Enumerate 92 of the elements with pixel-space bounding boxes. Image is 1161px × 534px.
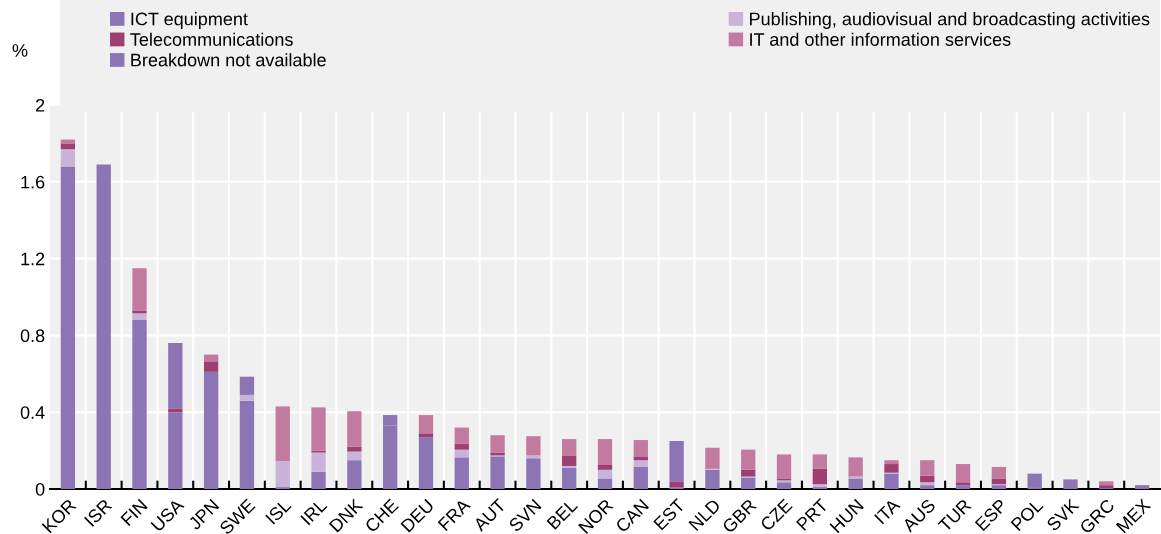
bar xyxy=(275,406,290,462)
bar xyxy=(920,460,935,476)
bar xyxy=(597,469,613,479)
legend-label: Publishing, audiovisual and broadcasting activities xyxy=(750,12,1150,29)
x-tick-label: IRL xyxy=(300,498,328,526)
bar xyxy=(741,477,756,489)
bar xyxy=(203,361,219,372)
legend-label: Telecommunications xyxy=(130,32,293,46)
bar xyxy=(884,473,899,489)
bar xyxy=(705,469,720,489)
bar xyxy=(60,143,76,150)
bar xyxy=(347,446,362,452)
bar xyxy=(132,313,147,321)
bar xyxy=(454,457,469,489)
bar xyxy=(848,478,863,489)
bar xyxy=(1063,479,1078,489)
y-tick-label: 0 xyxy=(35,482,45,496)
bar xyxy=(633,460,648,467)
bar xyxy=(848,457,863,477)
bar xyxy=(776,482,792,489)
bar xyxy=(275,461,290,488)
x-tick-label: POL xyxy=(1010,498,1044,532)
bar xyxy=(168,343,183,409)
x-tick-label: ISR xyxy=(83,498,113,527)
bar xyxy=(347,451,362,461)
bar xyxy=(418,437,434,489)
bar xyxy=(60,166,76,489)
bar xyxy=(132,310,147,314)
bar xyxy=(884,464,899,473)
bar xyxy=(526,436,541,456)
legend-label: IT and other information services xyxy=(750,32,1011,46)
bar xyxy=(418,433,434,438)
bar xyxy=(526,455,541,459)
bar xyxy=(132,268,147,311)
y-axis-title: % xyxy=(12,44,28,57)
x-tick-label: FRA xyxy=(437,497,471,532)
bar xyxy=(705,447,720,469)
x-tick-label: TUR xyxy=(937,498,972,533)
bar xyxy=(669,441,684,482)
bar xyxy=(741,469,756,477)
bar xyxy=(311,471,326,489)
x-tick-label: ISL xyxy=(265,498,292,525)
bar xyxy=(633,440,648,457)
legend-label: ICT equipment xyxy=(131,12,248,29)
bar xyxy=(812,468,827,485)
bar xyxy=(812,454,827,469)
bar xyxy=(239,376,255,395)
bar xyxy=(311,452,326,472)
bar xyxy=(562,455,577,466)
bar xyxy=(490,456,505,489)
bar xyxy=(132,320,147,489)
bar xyxy=(1027,473,1042,488)
bar xyxy=(490,435,505,453)
y-tick-label: 2 xyxy=(36,98,45,112)
bar xyxy=(562,467,577,489)
y-tick-label: 1.6 xyxy=(21,175,45,189)
legend-label: Breakdown not available xyxy=(131,53,326,67)
bar xyxy=(562,439,577,456)
bar xyxy=(239,394,255,401)
bar xyxy=(347,460,362,489)
bar xyxy=(239,400,255,489)
bar xyxy=(454,427,469,444)
x-tick-label: FIN xyxy=(120,498,148,527)
bar xyxy=(669,481,684,488)
bar xyxy=(597,439,613,465)
bar xyxy=(884,460,899,465)
bar xyxy=(741,449,756,470)
bar xyxy=(597,465,613,470)
bar xyxy=(168,408,183,413)
x-tick-label: ITA xyxy=(874,497,901,525)
bar xyxy=(168,412,183,489)
bar xyxy=(597,478,613,489)
y-tick-label: 0.4 xyxy=(20,406,45,419)
bar xyxy=(1099,481,1114,486)
bar xyxy=(203,371,219,489)
bar xyxy=(991,466,1007,479)
bar xyxy=(991,478,1007,485)
bar xyxy=(347,411,362,447)
x-tick-label: BEL xyxy=(546,498,579,530)
bar xyxy=(418,415,434,434)
x-tick-label: USA xyxy=(150,497,185,532)
bar xyxy=(454,443,469,450)
bar xyxy=(776,454,792,479)
bar xyxy=(1134,485,1150,489)
bar xyxy=(526,458,541,489)
bar xyxy=(311,407,326,451)
y-tick-label: 0.8 xyxy=(20,329,45,343)
bar xyxy=(633,466,648,489)
y-tick-label: 1.2 xyxy=(21,252,45,266)
bar xyxy=(955,464,971,483)
bar xyxy=(633,456,648,461)
bar xyxy=(60,149,76,167)
